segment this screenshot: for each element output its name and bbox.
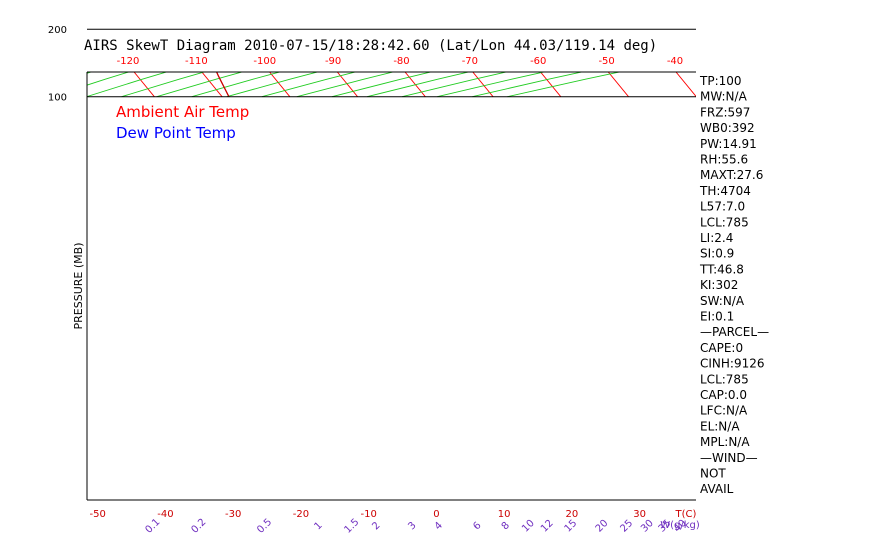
- top-temp-tick-label: -70: [462, 56, 478, 67]
- top-temp-tick-label: -90: [325, 56, 341, 67]
- index-label: RH:55.6: [700, 153, 748, 167]
- bottom-temp-tick-label: -10: [360, 509, 376, 520]
- top-temp-tick-label: -80: [393, 56, 409, 67]
- bottom-temp-tick-label: -30: [225, 509, 241, 520]
- index-label: KI:302: [700, 278, 738, 292]
- legend-ambient-air-temp: Ambient Air Temp: [116, 103, 249, 121]
- bottom-temp-tick-label: -20: [293, 509, 309, 520]
- pressure-tick-label: 200: [48, 25, 67, 36]
- index-label: LFC:N/A: [700, 404, 748, 418]
- top-temp-tick-label: -120: [117, 56, 140, 67]
- pressure-tick-label: 100: [48, 93, 67, 104]
- index-label: FRZ:597: [700, 105, 750, 119]
- index-label: —WIND—: [700, 451, 758, 465]
- top-temp-tick-label: -50: [598, 56, 614, 67]
- index-label: CINH:9126: [700, 357, 765, 371]
- top-temp-tick-label: -110: [185, 56, 208, 67]
- bottom-temp-tick-label: 30: [633, 509, 646, 520]
- top-temp-tick-label: -60: [530, 56, 546, 67]
- top-temp-tick-label: -100: [253, 56, 276, 67]
- temperature-unit-label: T(C): [675, 509, 697, 520]
- bottom-temp-tick-label: 0: [433, 509, 439, 520]
- index-label: TH:4704: [699, 184, 751, 198]
- index-label: MW:N/A: [700, 90, 748, 104]
- y-axis-label: PRESSURE (MB): [72, 243, 85, 330]
- mixing-ratio-unit-label: W(g/kg): [660, 520, 700, 531]
- index-label: AVAIL: [700, 482, 734, 496]
- index-label: L57:7.0: [700, 200, 745, 214]
- index-label: TT:46.8: [699, 262, 744, 276]
- index-label: NOT: [700, 467, 726, 481]
- bottom-temp-tick-label: -40: [157, 509, 173, 520]
- index-label: —PARCEL—: [700, 325, 769, 339]
- index-label: CAP:0.0: [700, 388, 747, 402]
- index-label: EI:0.1: [700, 310, 734, 324]
- top-temp-tick-label: -40: [667, 56, 683, 67]
- index-label: MPL:N/A: [700, 435, 750, 449]
- index-label: PW:14.91: [700, 137, 757, 151]
- legend-dew-point-temp: Dew Point Temp: [116, 124, 236, 142]
- bottom-temp-tick-label: 10: [498, 509, 511, 520]
- index-label: LCL:785: [700, 215, 749, 229]
- index-label: EL:N/A: [700, 419, 740, 433]
- index-label: LCL:785: [700, 372, 749, 386]
- index-label: MAXT:27.6: [700, 168, 763, 182]
- bottom-temp-tick-label: 20: [566, 509, 579, 520]
- bottom-temp-tick-label: -50: [90, 509, 106, 520]
- index-label: TP:100: [699, 74, 742, 88]
- chart-title: AIRS SkewT Diagram 2010-07-15/18:28:42.6…: [84, 38, 657, 54]
- axes-layer: 1002003004005006007008009001000-120-110-…: [48, 25, 700, 536]
- index-label: LI:2.4: [700, 231, 733, 245]
- index-label: WB0:392: [700, 121, 755, 135]
- index-label: CAPE:0: [700, 341, 743, 355]
- index-label: SW:N/A: [700, 294, 745, 308]
- index-label: SI:0.9: [700, 247, 734, 261]
